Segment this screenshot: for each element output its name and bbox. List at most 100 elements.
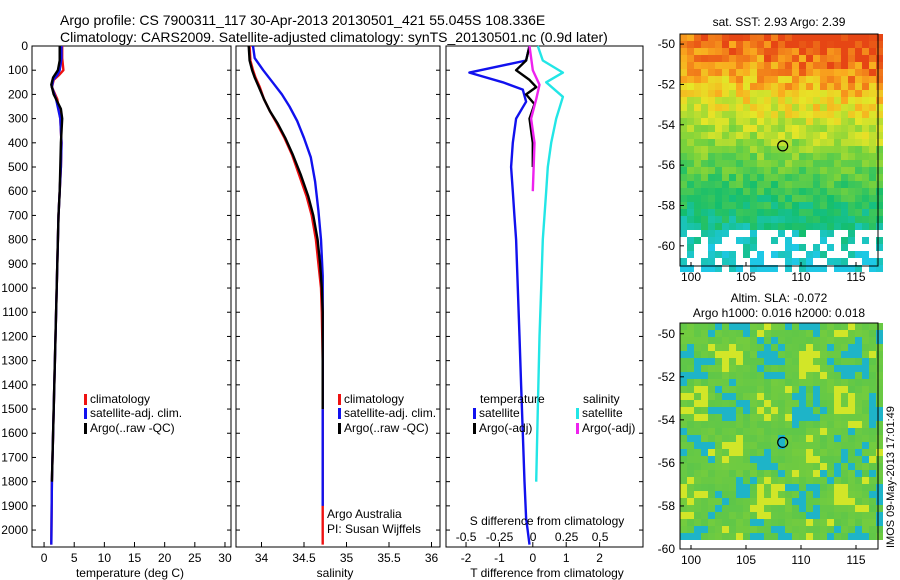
map-cell [876,146,883,153]
map-cell [792,69,799,76]
map-cell [869,118,876,125]
map-cell [708,125,715,132]
map-cell [834,519,841,526]
map-cell [869,223,876,230]
map-cell [722,400,729,407]
map-cell [834,258,841,265]
map-cell [799,83,806,90]
map-cell [743,104,750,111]
map-cell [750,400,757,407]
map-cell [736,118,743,125]
map-cell [722,484,729,491]
map-cell [799,34,806,41]
map-cell [841,104,848,111]
map-cell [827,470,834,477]
map-cell [701,470,708,477]
map-cell [778,104,785,111]
map-cell [855,216,862,223]
map-cell [841,358,848,365]
map-cell [771,372,778,379]
map-cell [834,477,841,484]
map-cell [799,379,806,386]
map-cell [855,449,862,456]
map-cell [799,153,806,160]
map-cell [820,428,827,435]
map-cell [792,132,799,139]
map-cell [792,449,799,456]
map-cell [701,330,708,337]
map-cell [876,393,883,400]
map-cell [848,83,855,90]
map-cell [848,323,855,330]
map-cell [687,351,694,358]
map-cell [806,125,813,132]
map-cell [869,435,876,442]
map-cell [862,181,869,188]
map-cell [736,146,743,153]
map-cell [715,41,722,48]
map-cell [813,351,820,358]
map-cell [736,330,743,337]
map-cell [694,216,701,223]
map-cell [701,456,708,463]
map-cell [729,69,736,76]
map-cell [778,174,785,181]
x-tick-label: 34 [255,551,269,565]
map-cell [701,526,708,533]
map-cell [771,533,778,540]
map-cell [743,533,750,540]
map-cell [813,358,820,365]
map-cell [778,428,785,435]
legend-temp-argo-label: Argo(-adj) [479,421,532,435]
map-cell [701,139,708,146]
map-cell [862,97,869,104]
map-cell [820,449,827,456]
map-cell [792,244,799,251]
map-cell [827,484,834,491]
x-tick-label: 35 [340,551,354,565]
map-cell [743,449,750,456]
legend-climatology-swatch [84,394,87,405]
map-cell [820,470,827,477]
map-cell [729,83,736,90]
map-cell [701,358,708,365]
map-cell [869,498,876,505]
map-cell [701,125,708,132]
map-cell [778,62,785,69]
map-cell [694,526,701,533]
map-cell [876,174,883,181]
map-cell [680,351,687,358]
map-cell [743,393,750,400]
map-cell [827,167,834,174]
map-cell [771,111,778,118]
map-cell [750,230,757,237]
map-cell [806,351,813,358]
map-cell [729,174,736,181]
map-cell [827,456,834,463]
map-cell [757,202,764,209]
map-cell [708,365,715,372]
map-cell [785,463,792,470]
map-cell [715,330,722,337]
map-cell [687,386,694,393]
map-cell [729,379,736,386]
map-cell [771,181,778,188]
map-cell [701,195,708,202]
map-cell [869,132,876,139]
map-cell [680,146,687,153]
map-cell [687,400,694,407]
map-cell [785,519,792,526]
map-cell [827,153,834,160]
map-cell [722,365,729,372]
map-cell [701,146,708,153]
map-cell [778,90,785,97]
map-cell [785,174,792,181]
map-cell [785,62,792,69]
map-cell [862,505,869,512]
map-cell [785,160,792,167]
map-cell [722,132,729,139]
map-cell [778,463,785,470]
x-top-tick-label: -0.5 [456,530,477,544]
map-cell [792,111,799,118]
map-cell [687,463,694,470]
